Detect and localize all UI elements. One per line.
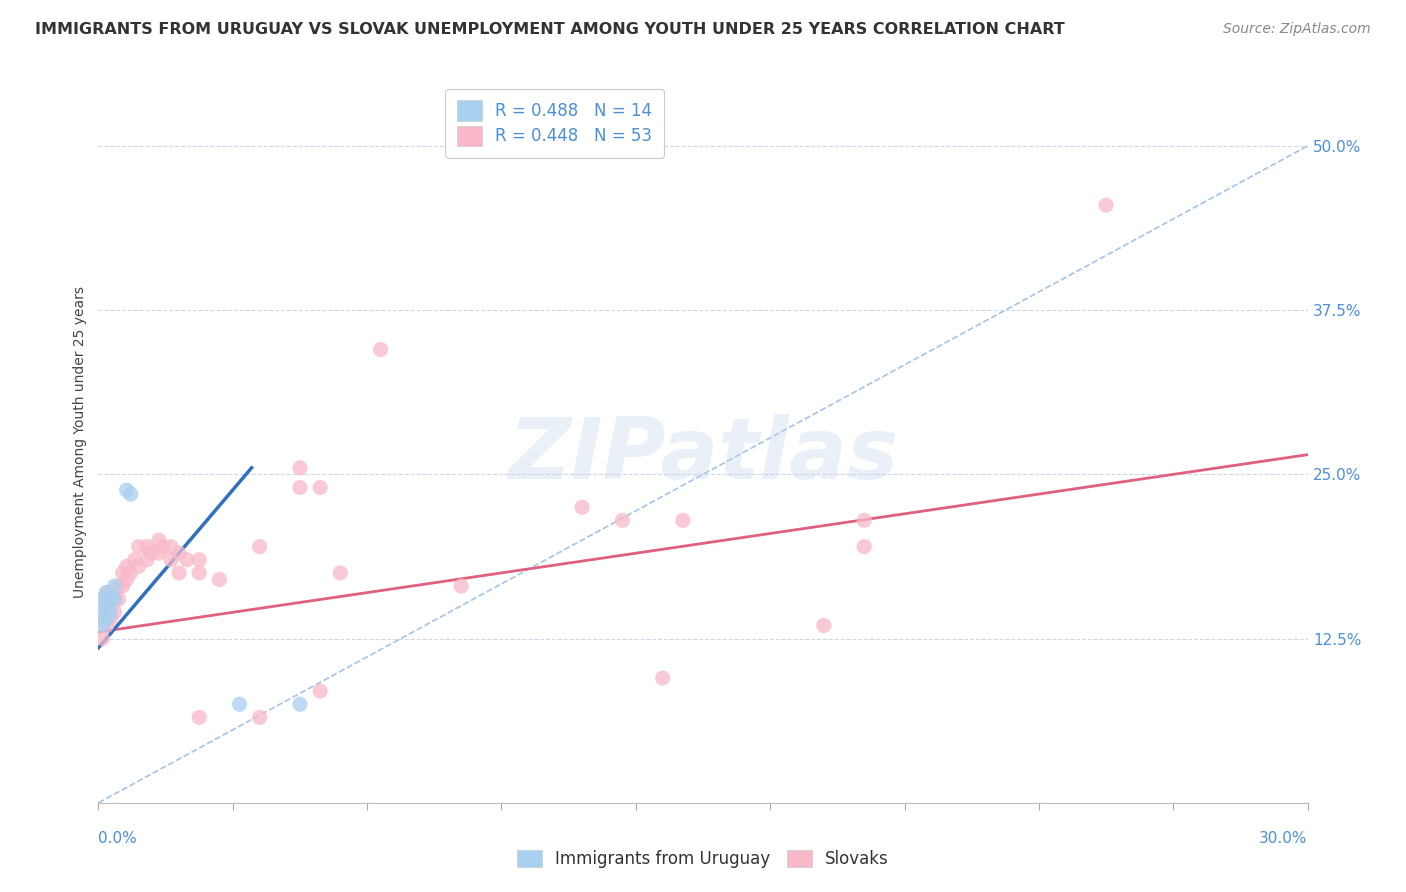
Legend: R = 0.488   N = 14, R = 0.448   N = 53: R = 0.488 N = 14, R = 0.448 N = 53 (446, 88, 664, 158)
Point (450, 579, 472, 593)
Point (100, 612, 122, 626)
Point (128, 559, 150, 574)
Point (853, 540, 876, 554)
Point (115, 483, 138, 497)
Point (120, 487, 142, 501)
Point (228, 698, 250, 712)
Point (152, 540, 174, 554)
Point (107, 579, 129, 593)
Text: Source: ZipAtlas.com: Source: ZipAtlas.com (1223, 22, 1371, 37)
Point (96, 585, 118, 599)
Point (96, 585, 118, 599)
Text: 0.0%: 0.0% (98, 830, 138, 846)
Point (148, 533, 170, 547)
Point (288, 481, 311, 495)
Point (91, 618, 114, 632)
Point (100, 585, 122, 599)
Point (124, 553, 146, 567)
Point (208, 573, 231, 587)
Point (115, 573, 138, 587)
Point (672, 513, 695, 527)
Point (329, 566, 352, 580)
Point (96, 605, 118, 619)
Point (188, 566, 211, 580)
Point (91, 592, 114, 607)
Point (167, 566, 190, 580)
Point (249, 540, 271, 554)
Point (139, 546, 162, 560)
Point (100, 592, 122, 607)
Point (853, 513, 876, 527)
Text: 30.0%: 30.0% (1260, 830, 1308, 846)
Point (120, 566, 142, 580)
Point (91, 605, 114, 619)
Point (128, 540, 150, 554)
Point (135, 540, 157, 554)
Point (96, 618, 118, 632)
Point (103, 592, 125, 607)
Point (160, 553, 183, 567)
Point (148, 546, 170, 560)
Point (288, 460, 311, 475)
Point (249, 710, 271, 724)
Point (103, 579, 125, 593)
Point (612, 513, 634, 527)
Point (100, 599, 122, 613)
Point (111, 566, 134, 580)
Point (135, 553, 157, 567)
Point (160, 540, 183, 554)
Legend: Immigrants from Uruguay, Slovaks: Immigrants from Uruguay, Slovaks (510, 843, 896, 875)
Point (103, 605, 125, 619)
Point (651, 671, 673, 685)
Point (96, 612, 118, 626)
Point (167, 546, 190, 560)
Point (111, 579, 134, 593)
Point (813, 618, 835, 632)
Text: IMMIGRANTS FROM URUGUAY VS SLOVAK UNEMPLOYMENT AMONG YOUTH UNDER 25 YEARS CORREL: IMMIGRANTS FROM URUGUAY VS SLOVAK UNEMPL… (35, 22, 1064, 37)
Point (100, 605, 122, 619)
Point (571, 500, 593, 515)
Point (115, 559, 138, 574)
Point (91, 612, 114, 626)
Text: ZIPatlas: ZIPatlas (508, 415, 898, 498)
Point (370, 343, 392, 357)
Point (1095, 198, 1118, 212)
Point (188, 553, 211, 567)
Point (91, 592, 114, 607)
Point (188, 710, 211, 724)
Point (107, 592, 129, 607)
Y-axis label: Unemployment Among Youth under 25 years: Unemployment Among Youth under 25 years (73, 285, 87, 598)
Point (91, 632, 114, 646)
Point (288, 698, 311, 712)
Point (96, 599, 118, 613)
Point (309, 684, 332, 698)
Point (103, 592, 125, 607)
Point (309, 481, 332, 495)
Point (176, 553, 198, 567)
